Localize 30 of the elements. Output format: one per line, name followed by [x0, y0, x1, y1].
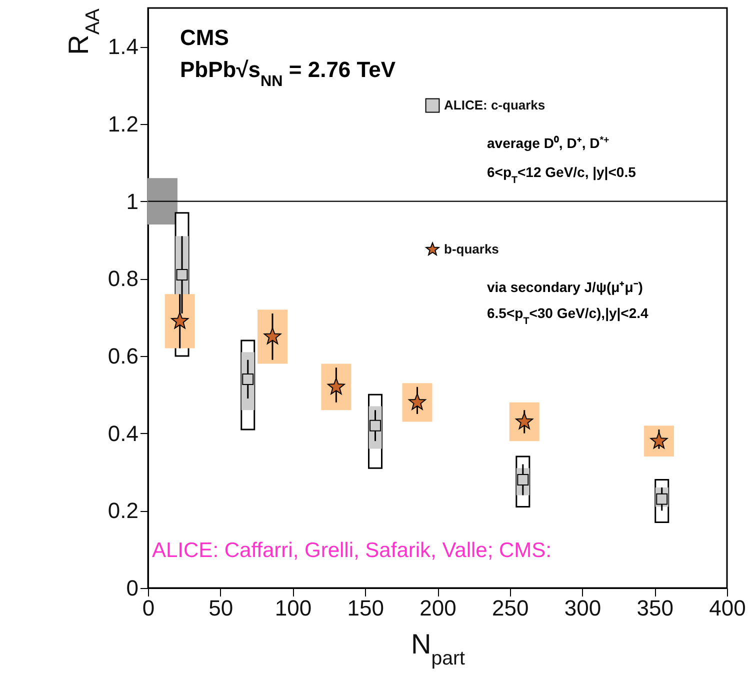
y-tick-label: 1.4: [108, 34, 138, 60]
x-tick-label: 0: [142, 596, 155, 620]
legend-label: b-quarks: [444, 242, 499, 256]
point: [176, 269, 188, 281]
bar: [147, 178, 178, 225]
y-tick-label: 1.2: [108, 112, 138, 136]
annotation: CMS: [180, 25, 229, 50]
x-tick-label: 400: [709, 596, 746, 620]
y-tick-label: 0: [126, 576, 138, 600]
annotation: PbPb√s$_{NN}$ = 2.76 TeV: [180, 57, 396, 90]
y-tick-label: 1: [126, 188, 138, 214]
annotation: via secondary J/ψ(μ⁺μ⁻): [487, 279, 643, 295]
annotation: ALICE: Caffarri, Grelli, Safarik, Valle; CMS:: [152, 539, 552, 562]
point: [242, 373, 254, 385]
x-tick-label: 300: [564, 596, 602, 620]
x-tick-label: 50: [208, 596, 234, 620]
y-tick-label: 0.6: [108, 344, 138, 368]
x-tick-label: 150: [347, 596, 384, 620]
y-tick-label: 0.8: [108, 266, 138, 292]
legend-label: ALICE: c-quarks: [444, 98, 546, 112]
annotation: 6<p$_{T}$<12 GeV/c, |y|<0.5: [487, 164, 636, 186]
y-tick-label: 0.2: [108, 498, 138, 524]
y-tick-label: 0.4: [108, 420, 138, 446]
x-tick-label: 350: [636, 596, 674, 620]
annotation: 6.5<p$_{T}$<30 GeV/c),|y|<2.4: [487, 305, 649, 326]
x-tick-label: 100: [274, 596, 312, 620]
x-tick-label: 250: [492, 596, 529, 620]
annotation: average D⁰, D⁺, D$^{*+}$: [487, 134, 610, 151]
x-axis-title: N$_{part}$: [411, 628, 466, 670]
x-tick-label: 200: [420, 596, 456, 620]
